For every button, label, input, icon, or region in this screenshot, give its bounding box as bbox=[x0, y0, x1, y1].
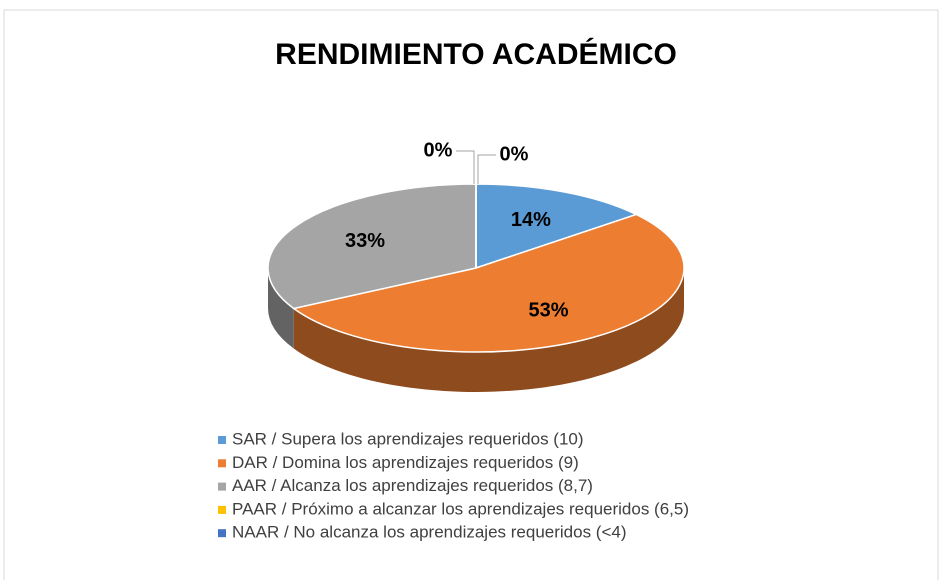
legend-label: PAAR / Próximo a alcanzar los aprendizaj… bbox=[232, 499, 689, 518]
data-label: 14% bbox=[511, 209, 551, 231]
pie-slice bbox=[475, 183, 639, 270]
pie-slice bbox=[291, 213, 685, 353]
data-label: 53% bbox=[528, 299, 568, 321]
legend-swatch bbox=[218, 482, 226, 491]
legend-label: AAR / Alcanza los aprendizajes requerido… bbox=[232, 476, 593, 495]
legend-swatch bbox=[218, 436, 226, 444]
legend-label: NAAR / No alcanza los aprendizajes reque… bbox=[232, 523, 627, 542]
legend-swatch bbox=[218, 505, 226, 514]
data-label: 33% bbox=[345, 230, 385, 252]
leader-line bbox=[477, 154, 496, 184]
pie-slice bbox=[267, 183, 477, 310]
chart-title: RENDIMIENTO ACADÉMICO bbox=[275, 37, 677, 71]
legend-label: DAR / Domina los aprendizajes requeridos… bbox=[232, 453, 579, 472]
data-label: 0% bbox=[424, 139, 453, 161]
pie-side bbox=[293, 268, 684, 393]
data-label: 0% bbox=[500, 143, 529, 165]
legend-label: SAR / Supera los aprendizajes requeridos… bbox=[232, 429, 584, 448]
leader-line bbox=[456, 150, 475, 184]
legend-swatch bbox=[218, 459, 226, 468]
legend-swatch bbox=[218, 529, 226, 538]
pie-side bbox=[268, 268, 294, 349]
